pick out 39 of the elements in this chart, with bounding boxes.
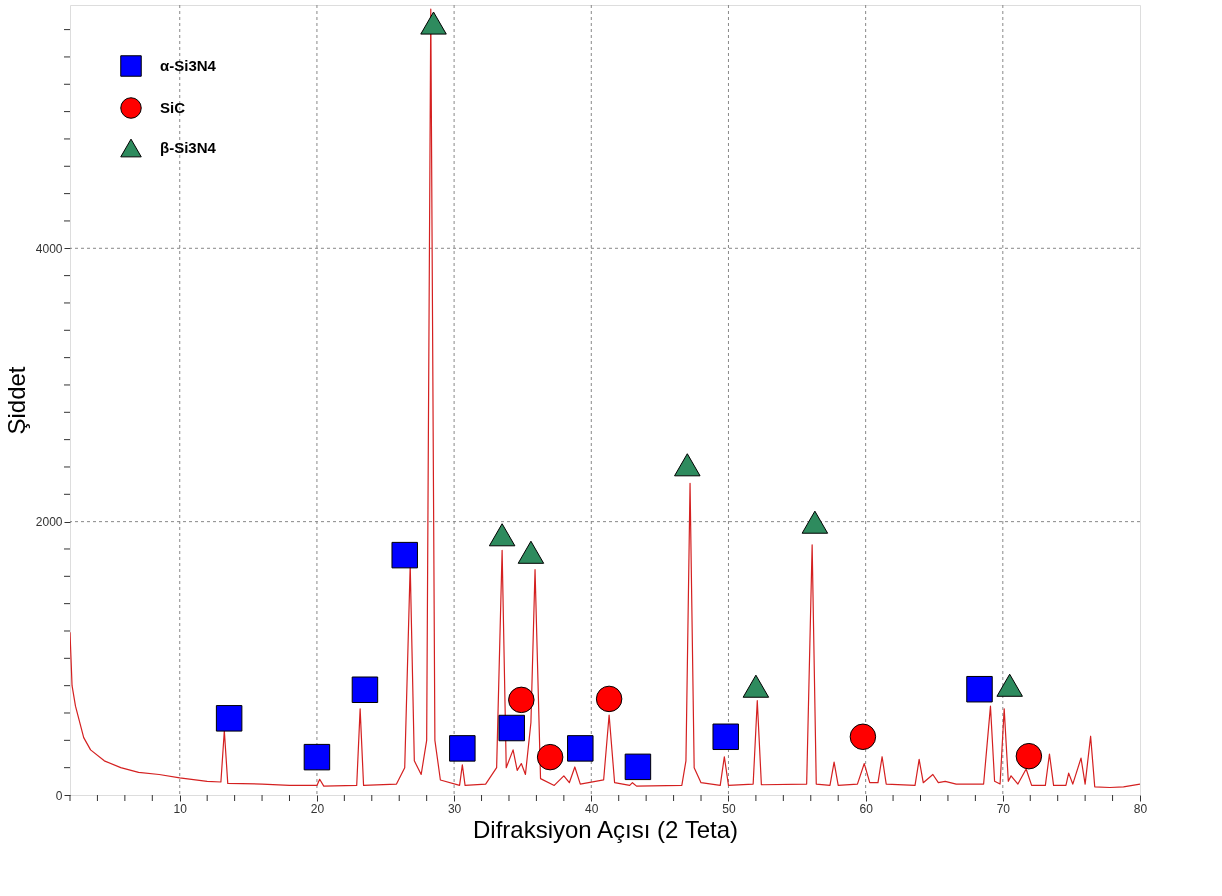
point [742, 674, 770, 698]
x-tick-label: 60 [859, 801, 874, 816]
point [966, 675, 993, 703]
point [498, 714, 525, 742]
point [595, 685, 623, 713]
point [674, 453, 701, 477]
point [624, 753, 652, 781]
x-tick-label: 50 [722, 801, 736, 816]
legend-label: SiC [160, 99, 186, 116]
x-tick-label: 70 [996, 801, 1011, 816]
point [1015, 742, 1043, 770]
point [488, 523, 516, 547]
point [303, 743, 331, 771]
point [351, 676, 379, 703]
point [391, 541, 418, 569]
x-tick-label: 40 [585, 801, 599, 816]
y-axis-title: Şiddet [2, 366, 30, 435]
point [801, 510, 829, 534]
point [849, 723, 877, 750]
legend-label: α-Si3N4 [160, 57, 217, 74]
point [567, 735, 594, 762]
point [420, 11, 447, 35]
y-tick-label: 4000 [35, 241, 63, 256]
line-series [70, 8, 1140, 789]
legend-label: β-Si3N4 [160, 139, 217, 156]
x-axis-title: Difraksiyon Açısı (2 Teta) [473, 815, 738, 843]
y-tick-label: 0 [55, 788, 63, 803]
point [508, 686, 535, 714]
point [517, 540, 545, 564]
x-tick-label: 20 [310, 801, 325, 816]
point [996, 673, 1023, 697]
point [215, 705, 243, 732]
x-tick-label: 10 [173, 801, 188, 816]
x-tick-label: 80 [1133, 801, 1148, 816]
point [712, 723, 739, 751]
point [536, 743, 564, 771]
y-tick-label: 2000 [35, 515, 63, 530]
x-tick-label: 30 [447, 801, 462, 816]
point [449, 735, 476, 762]
